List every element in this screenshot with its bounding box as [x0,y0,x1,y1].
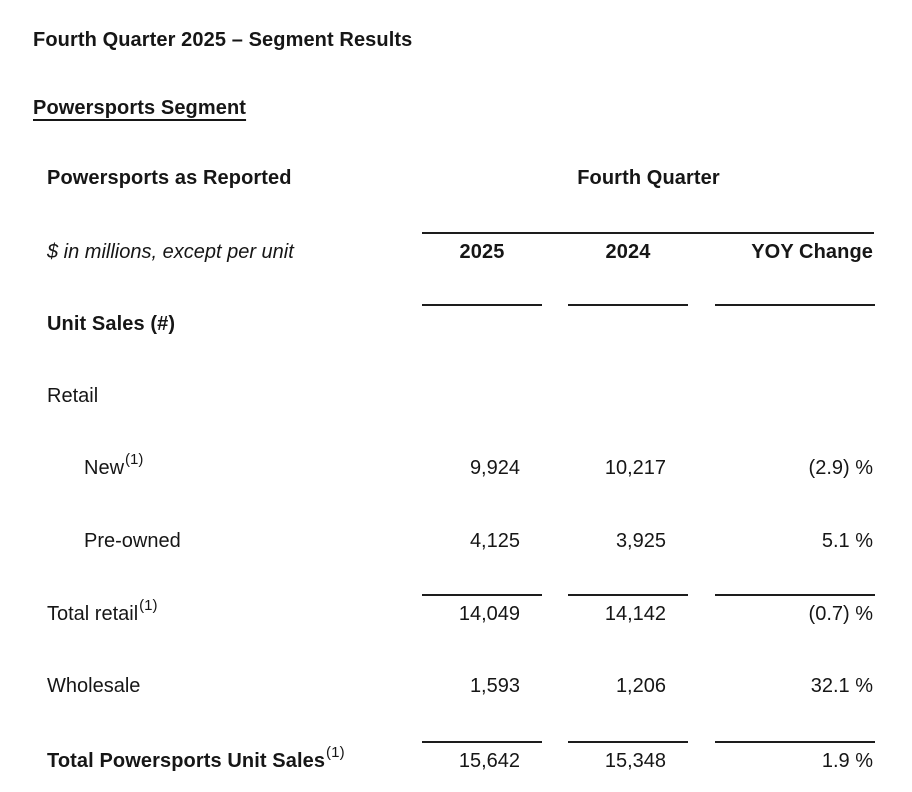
cell-value: 15,642 [458,750,520,772]
table-caption: Powersports as Reported [47,167,292,189]
footnote-marker: (1) [125,451,144,468]
group-header-rule [422,232,874,234]
section-label: Unit Sales (#) [47,313,176,335]
row-label-retail: Retail [47,385,99,407]
cell-value: 1,593 [469,675,520,697]
cell-value: 14,049 [458,603,520,625]
cell-value: 1,206 [615,675,666,697]
column-header-underline [568,304,688,306]
page-title: Fourth Quarter 2025 – Segment Results [33,29,413,51]
footnote-marker: (1) [139,597,158,614]
row-label-text: Total Powersports Unit Sales [47,750,326,772]
column-header-underline [715,304,875,306]
period-group-header: Fourth Quarter [577,167,720,189]
column-header-underline [422,304,542,306]
total-rule [715,741,875,743]
units-note: $ in millions, except per unit [47,241,294,263]
subtotal-rule [715,594,875,596]
cell-value: (2.9) % [808,457,873,479]
subtotal-rule [568,594,688,596]
footnote-marker: (1) [326,744,345,761]
row-label-total-retail: Total retail(1) [47,598,158,625]
cell-value: 9,924 [469,457,520,479]
cell-value: 10,217 [604,457,666,479]
cell-value: 14,142 [604,603,666,625]
cell-value: 1.9 % [821,750,873,772]
row-label-new: New(1) [84,452,143,479]
total-rule [568,741,688,743]
row-label-pre-owned: Pre-owned [84,530,181,552]
column-header-2025: 2025 [459,241,505,263]
cell-value: 32.1 % [810,675,873,697]
column-header-yoy-change: YOY Change [751,241,873,263]
column-header-2024: 2024 [605,241,651,263]
subtotal-rule [422,594,542,596]
segment-heading: Powersports Segment [33,97,247,119]
cell-value: 15,348 [604,750,666,772]
row-label-total-powersports-unit-sales: Total Powersports Unit Sales(1) [47,745,345,772]
total-rule [422,741,542,743]
cell-value: 3,925 [615,530,666,552]
row-label-text: New [84,457,125,479]
cell-value: (0.7) % [808,603,873,625]
cell-value: 5.1 % [821,530,873,552]
row-label-wholesale: Wholesale [47,675,141,697]
row-label-text: Total retail [47,603,139,625]
cell-value: 4,125 [469,530,520,552]
